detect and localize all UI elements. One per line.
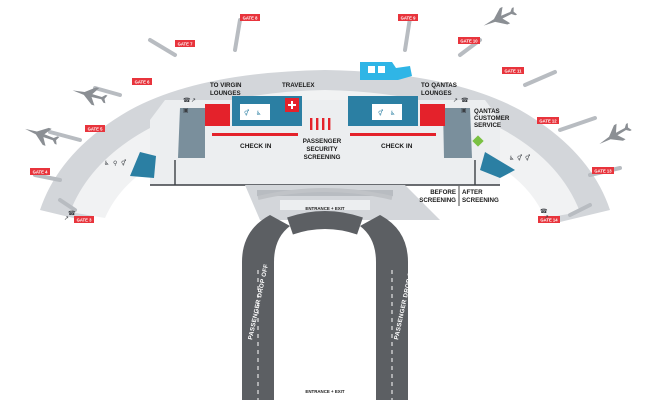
landside-roads: [242, 185, 440, 400]
right-teal-pod: [480, 152, 515, 178]
escalator-icon: ↗: [544, 214, 549, 221]
gate-label: GATE 6: [135, 79, 150, 84]
virgin-lounge-entrance: [205, 104, 230, 126]
gate-8[interactable]: GATE 8: [240, 14, 260, 21]
toilets-icon: ⚥: [378, 109, 383, 117]
svg-text:CUSTOMER: CUSTOMER: [474, 115, 510, 122]
left-teal-pod: [130, 152, 156, 178]
virgin-lounges-label: TO VIRGIN: [210, 82, 242, 89]
amenities-block-left: [240, 104, 270, 120]
svg-text:SECURITY: SECURITY: [306, 146, 338, 153]
gate-label: GATE 13: [594, 168, 612, 173]
gate-5[interactable]: GATE 5: [85, 125, 105, 132]
gate-7[interactable]: GATE 7: [175, 40, 195, 47]
gate-3[interactable]: GATE 3: [74, 216, 94, 223]
gate-14[interactable]: GATE 14: [538, 216, 560, 223]
qantas-lounge-entrance: [420, 104, 445, 126]
entrance-plaza: [280, 200, 370, 210]
gate-9[interactable]: GATE 9: [398, 14, 418, 21]
check-in-left-area: [178, 96, 302, 158]
before-screening-label: BEFORE: [430, 189, 456, 196]
after-screening-label: AFTER: [462, 189, 483, 196]
toilets-icon: ⚥: [525, 154, 530, 162]
gate-label: GATE 14: [540, 217, 558, 222]
upper-lounge-pod: [360, 62, 412, 80]
svg-text:SCREENING: SCREENING: [304, 154, 341, 161]
wifi-icon: ☎: [540, 208, 548, 215]
security-screening: [306, 116, 338, 132]
gate-label: GATE 10: [460, 38, 478, 43]
qantas-service-label: QANTAS: [474, 108, 500, 115]
toilets-icon: ♿: [256, 110, 261, 117]
travelex-booth[interactable]: [285, 98, 299, 112]
wifi-icon: ☎: [68, 210, 76, 217]
check-in-left-label: CHECK IN: [240, 143, 272, 150]
gate-10[interactable]: GATE 10: [458, 37, 480, 44]
qantas-customer-service-desk[interactable]: [472, 135, 484, 147]
plane-icon: [70, 81, 109, 109]
plane-icon: [594, 118, 635, 152]
toilets-icon: ⚥: [517, 154, 522, 162]
entrance-exit-bottom-label: ENTRANCE + EXIT: [305, 389, 344, 394]
amenities-block-right: [372, 104, 402, 120]
check-in-right-label: CHECK IN: [381, 143, 413, 150]
qantas-lounges-label: TO QANTAS: [421, 82, 457, 89]
gate-label: GATE 8: [243, 15, 258, 20]
accessible-icon: ♿: [509, 155, 514, 162]
gate-label: GATE 5: [88, 126, 103, 131]
travelex-label: TRAVELEX: [282, 82, 315, 89]
wifi-icon: ☎: [183, 97, 191, 104]
jet-bridges: [33, 16, 622, 217]
toilets-icon: ⚥: [244, 109, 249, 117]
svg-text:SCREENING: SCREENING: [462, 197, 499, 204]
gate-label: GATE 7: [178, 41, 193, 46]
luggage-icon: ▣: [183, 107, 189, 114]
gate-label: GATE 11: [505, 68, 523, 73]
escalator-icon: ↗: [191, 97, 196, 104]
check-in-right-area: [348, 96, 472, 158]
escalator-icon: ↗: [453, 97, 458, 104]
accessible-icon: ⚲: [113, 160, 117, 167]
check-in-line-right: [350, 133, 436, 136]
gate-12[interactable]: GATE 12: [537, 117, 559, 124]
gate-11[interactable]: GATE 11: [502, 67, 524, 74]
toilets-icon: ⚥: [121, 159, 126, 167]
plane-icon: [479, 2, 520, 34]
svg-text:SERVICE: SERVICE: [474, 122, 501, 129]
gate-13[interactable]: GATE 13: [592, 167, 614, 174]
toilets-icon: ♿: [104, 160, 109, 167]
gate-label: GATE 3: [77, 217, 92, 222]
gate-label: GATE 4: [33, 169, 48, 174]
wifi-icon: ☎: [461, 97, 469, 104]
gate-6[interactable]: GATE 6: [132, 78, 152, 85]
luggage-icon: ▣: [461, 107, 467, 114]
svg-text:SCREENING: SCREENING: [419, 197, 456, 204]
svg-text:LOUNGES: LOUNGES: [210, 90, 241, 97]
gate-4[interactable]: GATE 4: [30, 168, 50, 175]
security-label: PASSENGER: [303, 138, 342, 145]
escalator-icon: ↗: [64, 215, 69, 222]
toilets-icon: ♿: [390, 110, 395, 117]
check-in-line-left: [212, 133, 298, 136]
gate-label: GATE 9: [401, 15, 416, 20]
entrance-exit-top-label: ENTRANCE + EXIT: [305, 206, 344, 211]
gate-label: GATE 12: [539, 118, 557, 123]
svg-text:LOUNGES: LOUNGES: [421, 90, 452, 97]
